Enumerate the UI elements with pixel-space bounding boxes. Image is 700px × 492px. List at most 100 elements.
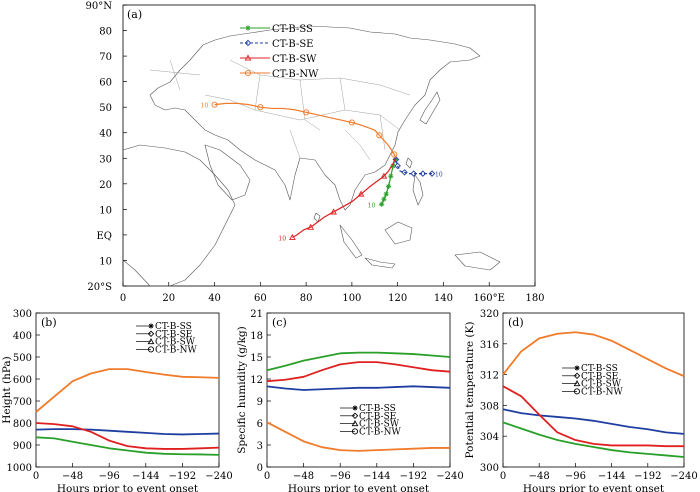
x-tick-label: −144 <box>598 471 625 482</box>
borneo-coastline <box>384 221 413 245</box>
map-x-tick-label: 120 <box>388 293 407 304</box>
trajectory-map-panel: 0 20 40 60 80 100 120 140 160°E 180 90°N 80 70 60 50 40… <box>86 1 545 304</box>
y-tick-label: 3 <box>257 441 263 452</box>
trajectory-start-label: 10 <box>278 235 286 242</box>
legend-label-sw: CT-B-SW <box>155 338 196 348</box>
y-tick-label: 600 <box>13 375 32 386</box>
series-line-nw <box>35 368 220 413</box>
x-axis-label: Hours prior to event onset <box>523 483 665 492</box>
map-y-tick-label: 20 <box>99 180 112 191</box>
trajectory-start-label: 10 <box>201 103 209 110</box>
x-tick-label: −96 <box>565 471 586 482</box>
legend-label-se: CT-B-SE <box>581 372 618 382</box>
y-tick-label: 12 <box>250 375 263 386</box>
trajectory-marker-se <box>419 170 427 177</box>
map-x-tick-label: 160°E <box>474 293 505 304</box>
series-line-sw <box>266 361 451 383</box>
plot-frame <box>502 312 685 468</box>
y-tick-label: 800 <box>13 419 32 430</box>
trajectory-marker-ss <box>381 196 387 202</box>
y-tick-label: 308 <box>480 401 499 412</box>
legend-label-nw: CT-B-NW <box>359 427 401 437</box>
panel-label-a: (a) <box>127 8 142 21</box>
y-tick-label: 1000 <box>7 463 32 474</box>
series-line-sw <box>502 385 684 448</box>
trajectory-marker-ss <box>390 163 396 169</box>
legend-label-sw: CT-B-SW <box>581 380 622 390</box>
y-tick-label: 18 <box>250 331 263 342</box>
x-tick-label: −96 <box>99 471 120 482</box>
legend-label-ss: CT-B-SS <box>155 322 192 332</box>
x-axis-label: Hours prior to event onset <box>288 483 430 492</box>
map-y-tick-label: 20°S <box>87 282 112 293</box>
series-line-se <box>502 408 685 435</box>
y-tick-label: 304 <box>480 432 499 443</box>
java-coastline <box>364 257 396 269</box>
y-axis-label: Height (hPa) <box>1 356 13 424</box>
map-x-tick-label: 40 <box>208 293 221 304</box>
map-y-tick-label: 50 <box>99 103 112 114</box>
trajectory-marker-nw <box>348 119 355 126</box>
legend-marker-nw <box>147 346 155 353</box>
y-tick-label: 320 <box>480 309 499 320</box>
trajectory-marker-se <box>428 170 436 177</box>
trajectory-marker-sw <box>380 172 388 179</box>
legend-marker-ss <box>148 323 154 329</box>
y-tick-label: 400 <box>13 331 32 342</box>
africa-coastline <box>122 144 236 287</box>
trajectory-marker-se <box>401 169 408 176</box>
legend-label-nw: CT-B-NW <box>272 69 319 80</box>
x-tick-label: −192 <box>400 471 427 482</box>
country-borders <box>149 59 411 161</box>
series-line-ss <box>266 351 451 372</box>
legend-marker-sw <box>573 380 581 387</box>
x-tick-label: −192 <box>634 471 661 482</box>
series-line-nw <box>502 331 685 377</box>
x-tick-label: −144 <box>132 471 159 482</box>
legend-marker-nw <box>244 69 252 77</box>
y-tick-label: 21 <box>250 309 263 320</box>
legend-label-ss: CT-B-SS <box>581 364 618 374</box>
trajectory-marker-sw <box>357 190 365 197</box>
map-x-tick-label: 60 <box>254 293 267 304</box>
map-y-tick-label: 60 <box>99 78 112 89</box>
map-y-tick-label: 30 <box>99 154 112 165</box>
map-y-tick-label: 10 <box>99 256 112 267</box>
trajectory-marker-nw <box>257 104 264 111</box>
y-axis-label: Specific humidity (g/kg) <box>236 326 248 454</box>
map-y-tick-label: EQ <box>97 231 113 242</box>
y-axis-label: Potential temperature (K) <box>464 322 476 459</box>
trajectory-start-label: 10 <box>435 172 443 179</box>
legend-marker-sw <box>244 54 252 61</box>
legend-marker-ss <box>352 405 358 411</box>
legend-label-sw: CT-B-SW <box>359 420 400 430</box>
trajectory-nw <box>214 102 397 159</box>
series-line-nw <box>266 421 450 452</box>
map-y-tick-label: 40 <box>99 129 112 140</box>
trajectory-marker-ss <box>385 183 392 189</box>
y-tick-label: 316 <box>480 340 499 351</box>
series-line-sw <box>35 422 220 450</box>
legend-label-se: CT-B-SE <box>272 39 313 50</box>
japan-coastline <box>419 91 441 125</box>
trajectory-marker-nw <box>391 151 398 158</box>
y-tick-label: 9 <box>257 397 263 408</box>
legend-label-se: CT-B-SE <box>155 330 192 340</box>
legend-marker-ss <box>574 365 580 371</box>
x-tick-label: 0 <box>33 471 39 482</box>
map-y-tick-label: 70 <box>99 52 112 63</box>
map-axes: 0 20 40 60 80 100 120 140 160°E 180 90°N 80 70 60 50 40… <box>86 1 545 304</box>
trajectory-sw <box>292 157 397 238</box>
map-legend: CT-B-SS CT-B-SE CT-B-SW CT-B-NW <box>240 24 319 80</box>
x-tick-label: 0 <box>264 471 270 482</box>
trajectory-marker-ss <box>379 201 385 207</box>
panel-label: (d) <box>508 316 524 329</box>
series-line-ss <box>502 421 685 458</box>
map-y-tick-label: 10 <box>99 205 112 216</box>
legend-marker-nw <box>351 428 359 435</box>
legend-label-nw: CT-B-NW <box>155 345 197 355</box>
series-line-ss <box>35 436 220 456</box>
new-guinea-coastline <box>454 251 501 271</box>
x-tick-label: −48 <box>293 471 314 482</box>
